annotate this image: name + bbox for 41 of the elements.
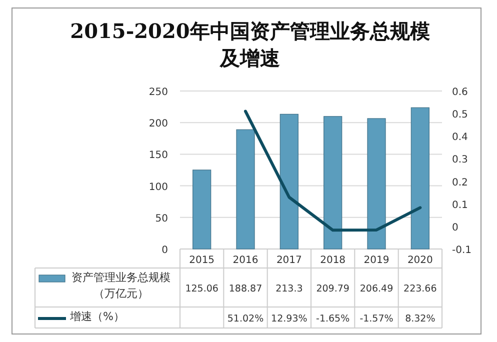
x-tick-label: 2018 (320, 255, 346, 266)
y-tick-label: 250 (148, 87, 168, 98)
y2-tick-label: -0.1 (452, 245, 472, 256)
y-tick-label: 200 (148, 118, 168, 130)
data-label: -1.65% (316, 314, 350, 324)
bar (367, 118, 386, 250)
data-label: 12.93% (271, 314, 308, 324)
data-label: 209.79 (316, 284, 350, 294)
y2-tick-label: 0.1 (452, 200, 468, 211)
y-tick-label: 100 (148, 182, 168, 193)
data-label: 223.66 (404, 284, 437, 294)
data-label: 213.3 (276, 284, 303, 294)
y2-tick-label: 0.3 (452, 154, 468, 166)
y-tick-label: 0 (162, 245, 168, 256)
y2-tick-label: 0.2 (452, 177, 468, 188)
data-label: -1.57% (360, 314, 394, 324)
y2-tick-label: 0.6 (452, 87, 468, 98)
y2-tick-label: 0.4 (452, 132, 468, 144)
y2-tick-label: 0.5 (452, 110, 468, 121)
y-tick-label: 150 (148, 150, 168, 162)
data-label: 51.02% (227, 314, 264, 324)
bar (192, 170, 212, 250)
bar (280, 114, 298, 250)
x-tick-label: 2020 (407, 255, 433, 266)
chart-title: 2015-2020年中国资产管理业务总规模及增速 (70, 18, 430, 72)
bar (410, 107, 430, 250)
bar (324, 116, 342, 250)
x-tick-label: 2015 (189, 255, 215, 266)
y-tick-label: 50 (155, 213, 168, 224)
legend-label: 增速（%） (70, 309, 126, 325)
data-label: 206.49 (360, 284, 394, 294)
x-tick-label: 2017 (276, 255, 302, 266)
y2-tick-label: 0 (452, 222, 458, 234)
data-label: 8.32% (405, 314, 436, 324)
legend-label: 资产管理业务总规模（万亿元） (70, 270, 172, 302)
bar (236, 129, 255, 250)
line-series (244, 110, 422, 232)
x-tick-label: 2019 (364, 255, 390, 266)
x-tick-label: 2016 (232, 255, 258, 266)
data-label: 125.06 (185, 284, 218, 294)
data-label: 188.87 (228, 284, 262, 294)
